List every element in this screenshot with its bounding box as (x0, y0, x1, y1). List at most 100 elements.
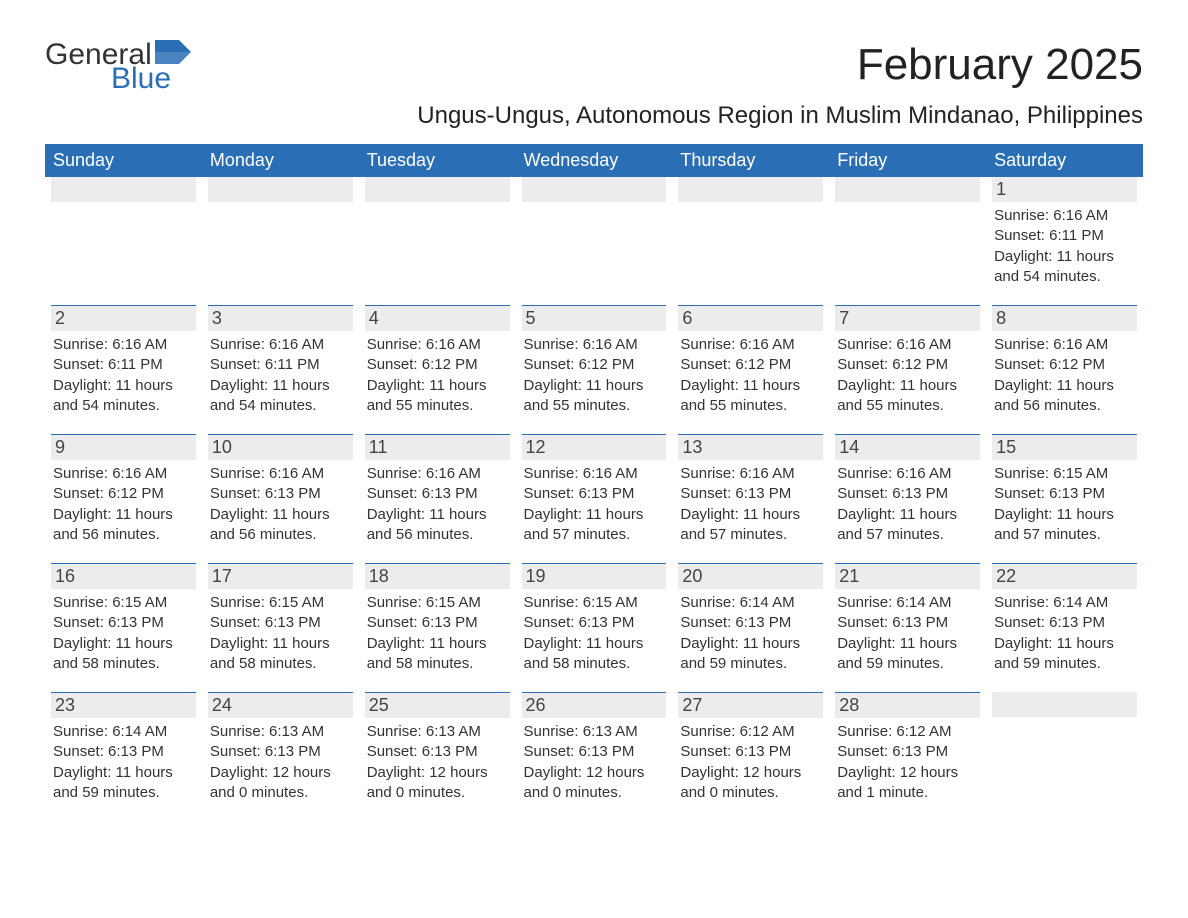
day-cell: 2Sunrise: 6:16 AMSunset: 6:11 PMDaylight… (45, 305, 202, 434)
day-cell: 21 Sunrise: 6:14 AMSunset: 6:13 PMDayligh… (829, 563, 986, 692)
day-cell: 28 Sunrise: 6:12 AMSunset: 6:13 PMDayligh… (829, 692, 986, 821)
day-details: Sunrise: 6:16 AMSunset: 6:12 PMDaylight:… (992, 335, 1137, 416)
day-number-bar: 27 (678, 692, 823, 718)
day-number-bar (208, 177, 353, 202)
day-cell: 24Sunrise: 6:13 AMSunset: 6:13 PMDayligh… (202, 692, 359, 821)
day-cell: 7 Sunrise: 6:16 AMSunset: 6:12 PMDaylight… (829, 305, 986, 434)
day-cell (202, 177, 359, 305)
weekday-header: Monday (202, 144, 359, 177)
week-row: 1Sunrise: 6:16 AMSunset: 6:11 PMDaylight… (45, 177, 1143, 305)
day-number-bar: 11 (365, 434, 510, 460)
day-number-bar: 22 (992, 563, 1137, 589)
weekday-header: Thursday (672, 144, 829, 177)
day-number-bar: 23 (51, 692, 196, 718)
weekday-header-row: SundayMondayTuesdayWednesdayThursdayFrid… (45, 144, 1143, 177)
location-title: Ungus-Ungus, Autonomous Region in Muslim… (45, 102, 1143, 130)
day-details: Sunrise: 6:16 AMSunset: 6:13 PMDaylight:… (678, 464, 823, 545)
day-number-bar (365, 177, 510, 202)
day-number-bar (522, 177, 667, 202)
logo-text-blue: Blue (111, 64, 191, 94)
day-cell: 14 Sunrise: 6:16 AMSunset: 6:13 PMDayligh… (829, 434, 986, 563)
day-number-bar: 14 (835, 434, 980, 460)
day-details: Sunrise: 6:13 AMSunset: 6:13 PMDaylight:… (522, 722, 667, 803)
day-number-bar: 9 (51, 434, 196, 460)
day-cell: 4 Sunrise: 6:16 AMSunset: 6:12 PMDaylight… (359, 305, 516, 434)
weekday-header: Wednesday (516, 144, 673, 177)
day-details: Sunrise: 6:12 AMSunset: 6:13 PMDaylight:… (835, 722, 980, 803)
day-cell: 25 Sunrise: 6:13 AMSunset: 6:13 PMDayligh… (359, 692, 516, 821)
day-cell: 1Sunrise: 6:16 AMSunset: 6:11 PMDaylight… (986, 177, 1143, 305)
day-details: Sunrise: 6:16 AMSunset: 6:13 PMDaylight:… (208, 464, 353, 545)
day-number-bar: 7 (835, 305, 980, 331)
day-details: Sunrise: 6:14 AMSunset: 6:13 PMDaylight:… (835, 593, 980, 674)
day-cell: 16 Sunrise: 6:15 AMSunset: 6:13 PMDayligh… (45, 563, 202, 692)
day-details: Sunrise: 6:15 AMSunset: 6:13 PMDaylight:… (522, 593, 667, 674)
day-cell (516, 177, 673, 305)
day-cell: 13 Sunrise: 6:16 AMSunset: 6:13 PMDayligh… (672, 434, 829, 563)
day-number-bar: 8 (992, 305, 1137, 331)
day-details: Sunrise: 6:16 AMSunset: 6:13 PMDaylight:… (522, 464, 667, 545)
day-number-bar: 26 (522, 692, 667, 718)
day-details: Sunrise: 6:13 AMSunset: 6:13 PMDaylight:… (365, 722, 510, 803)
day-cell: 19 Sunrise: 6:15 AMSunset: 6:13 PMDayligh… (516, 563, 673, 692)
week-row: 2Sunrise: 6:16 AMSunset: 6:11 PMDaylight… (45, 305, 1143, 434)
day-details: Sunrise: 6:12 AMSunset: 6:13 PMDaylight:… (678, 722, 823, 803)
header-row: General Blue February 2025 (45, 40, 1143, 94)
weekday-header: Friday (829, 144, 986, 177)
week-row: 23Sunrise: 6:14 AMSunset: 6:13 PMDayligh… (45, 692, 1143, 821)
day-cell (986, 692, 1143, 821)
day-cell: 12 Sunrise: 6:16 AMSunset: 6:13 PMDayligh… (516, 434, 673, 563)
day-number-bar: 2 (51, 305, 196, 331)
day-details: Sunrise: 6:16 AMSunset: 6:12 PMDaylight:… (522, 335, 667, 416)
day-details: Sunrise: 6:16 AMSunset: 6:13 PMDaylight:… (835, 464, 980, 545)
day-number-bar: 18 (365, 563, 510, 589)
weekday-header: Sunday (45, 144, 202, 177)
day-cell: 15 Sunrise: 6:15 AMSunset: 6:13 PMDayligh… (986, 434, 1143, 563)
day-number-bar (51, 177, 196, 202)
day-cell: 17 Sunrise: 6:15 AMSunset: 6:13 PMDayligh… (202, 563, 359, 692)
day-cell: 23Sunrise: 6:14 AMSunset: 6:13 PMDayligh… (45, 692, 202, 821)
day-details: Sunrise: 6:16 AMSunset: 6:12 PMDaylight:… (365, 335, 510, 416)
day-number-bar: 25 (365, 692, 510, 718)
day-details: Sunrise: 6:16 AMSunset: 6:12 PMDaylight:… (678, 335, 823, 416)
day-details: Sunrise: 6:13 AMSunset: 6:13 PMDaylight:… (208, 722, 353, 803)
day-number-bar: 19 (522, 563, 667, 589)
day-cell (672, 177, 829, 305)
day-cell: 22 Sunrise: 6:14 AMSunset: 6:13 PMDayligh… (986, 563, 1143, 692)
day-number-bar: 4 (365, 305, 510, 331)
day-details: Sunrise: 6:16 AMSunset: 6:13 PMDaylight:… (365, 464, 510, 545)
day-cell (359, 177, 516, 305)
day-details: Sunrise: 6:14 AMSunset: 6:13 PMDaylight:… (678, 593, 823, 674)
day-details: Sunrise: 6:15 AMSunset: 6:13 PMDaylight:… (208, 593, 353, 674)
day-number-bar (678, 177, 823, 202)
day-details: Sunrise: 6:15 AMSunset: 6:13 PMDaylight:… (51, 593, 196, 674)
day-number-bar: 12 (522, 434, 667, 460)
day-number-bar: 28 (835, 692, 980, 718)
day-details: Sunrise: 6:16 AMSunset: 6:12 PMDaylight:… (835, 335, 980, 416)
day-cell (829, 177, 986, 305)
day-number-bar: 21 (835, 563, 980, 589)
day-cell: 11 Sunrise: 6:16 AMSunset: 6:13 PMDayligh… (359, 434, 516, 563)
day-cell: 6 Sunrise: 6:16 AMSunset: 6:12 PMDaylight… (672, 305, 829, 434)
weekday-header: Saturday (986, 144, 1143, 177)
day-cell: 10Sunrise: 6:16 AMSunset: 6:13 PMDayligh… (202, 434, 359, 563)
day-number-bar: 16 (51, 563, 196, 589)
day-cell: 8 Sunrise: 6:16 AMSunset: 6:12 PMDaylight… (986, 305, 1143, 434)
weekday-header: Tuesday (359, 144, 516, 177)
day-number-bar (992, 692, 1137, 717)
day-number-bar: 13 (678, 434, 823, 460)
day-number-bar: 3 (208, 305, 353, 331)
day-details: Sunrise: 6:15 AMSunset: 6:13 PMDaylight:… (365, 593, 510, 674)
day-cell: 26 Sunrise: 6:13 AMSunset: 6:13 PMDayligh… (516, 692, 673, 821)
day-number-bar (835, 177, 980, 202)
day-cell: 3Sunrise: 6:16 AMSunset: 6:11 PMDaylight… (202, 305, 359, 434)
logo: General Blue (45, 40, 191, 94)
day-details: Sunrise: 6:16 AMSunset: 6:11 PMDaylight:… (992, 206, 1137, 287)
day-details: Sunrise: 6:15 AMSunset: 6:13 PMDaylight:… (992, 464, 1137, 545)
day-number-bar: 15 (992, 434, 1137, 460)
day-number-bar: 17 (208, 563, 353, 589)
day-number-bar: 6 (678, 305, 823, 331)
calendar-table: SundayMondayTuesdayWednesdayThursdayFrid… (45, 144, 1143, 821)
day-number-bar: 20 (678, 563, 823, 589)
day-details: Sunrise: 6:14 AMSunset: 6:13 PMDaylight:… (992, 593, 1137, 674)
